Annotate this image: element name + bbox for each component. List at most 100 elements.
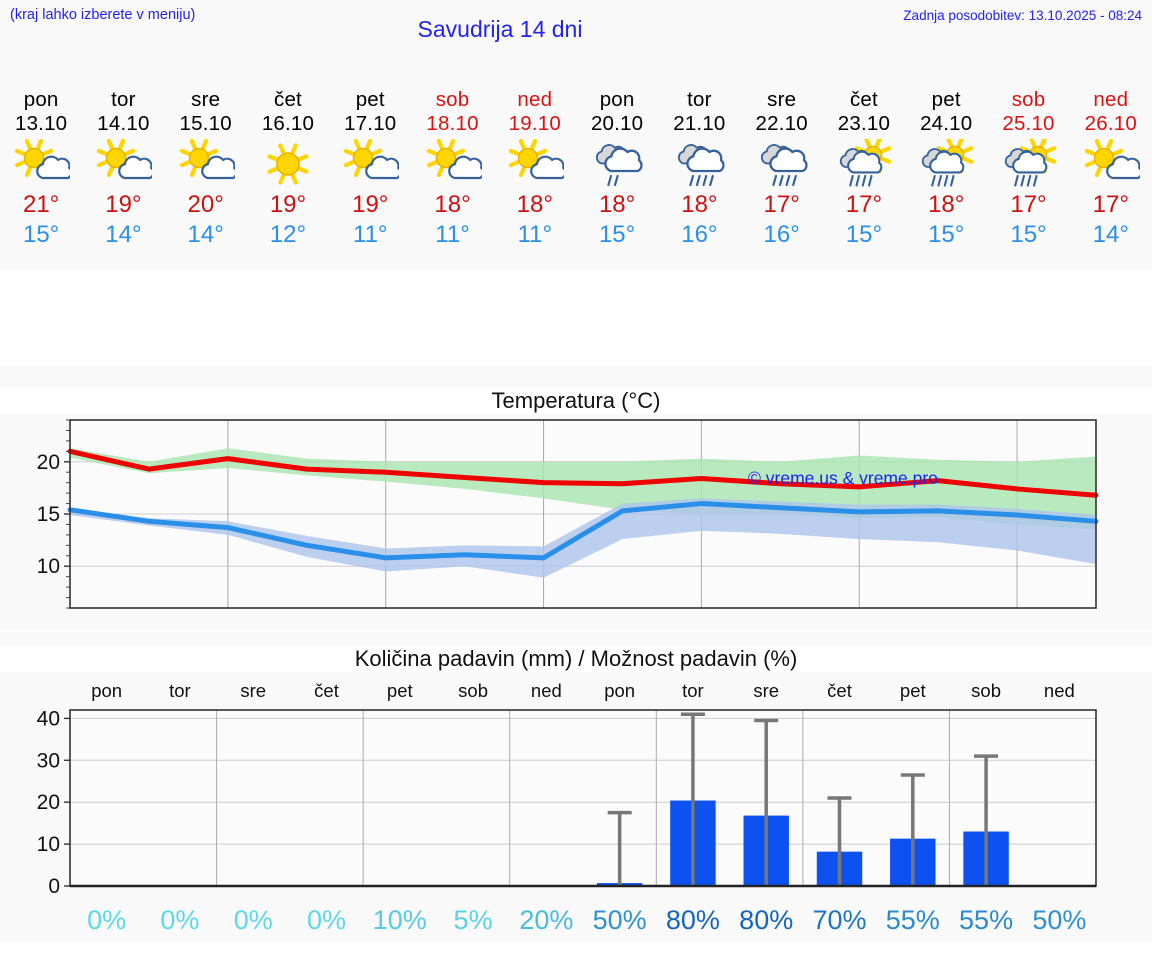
temperature-min-label: 15° bbox=[598, 221, 636, 248]
temperature-max-label: 18° bbox=[928, 191, 965, 218]
temperature-max-label: 17° bbox=[763, 191, 800, 218]
temperature-min-label: 11° bbox=[353, 221, 388, 248]
svg-text:30: 30 bbox=[37, 749, 60, 772]
forecast-day-column[interactable]: sre 15.10 20° 14° bbox=[165, 84, 247, 270]
cloud-rain-icon bbox=[753, 138, 811, 190]
day-of-week-label: sre bbox=[767, 88, 797, 111]
temperature-chart: 10 15 20 bbox=[37, 419, 1099, 609]
temperature-chart-title: Temperatura (°C) bbox=[0, 388, 1152, 414]
watermark-label: © vreme.us & vreme.pro bbox=[748, 468, 938, 488]
forecast-day-column[interactable]: pon 20.10 18° 15° bbox=[576, 84, 658, 270]
temperature-max-label: 18° bbox=[681, 191, 718, 218]
temperature-min-label: 14° bbox=[187, 221, 224, 248]
day-of-week-label: sre bbox=[191, 88, 221, 111]
sun-cloud-icon bbox=[506, 138, 564, 190]
day-of-week-label: sob bbox=[1011, 88, 1046, 111]
temperature-min-label: 15° bbox=[928, 221, 965, 248]
temperature-min-label: 15° bbox=[1010, 221, 1047, 248]
date-label: 17.10 bbox=[344, 112, 397, 135]
precipitation-probability-label: 55% bbox=[959, 904, 1014, 935]
temperature-min-label: 11° bbox=[517, 221, 553, 248]
precipitation-probability-label: 0% bbox=[160, 904, 200, 935]
svg-text:0: 0 bbox=[48, 875, 60, 898]
forecast-day-column[interactable]: čet 23.10 17° 15° bbox=[823, 84, 905, 270]
day-of-week-label: pet bbox=[931, 88, 961, 111]
svg-text:10: 10 bbox=[37, 833, 60, 856]
temperature-min-label: 14° bbox=[105, 221, 142, 248]
precipitation-chart: pon tor sre čet pet sob ned pon tor sre čet pet sob n… bbox=[37, 680, 1097, 898]
sun-cloud-icon bbox=[1082, 138, 1140, 190]
date-label: 14.10 bbox=[97, 112, 150, 135]
temperature-max-label: 18° bbox=[516, 191, 553, 218]
temperature-min-label: 11° bbox=[435, 221, 470, 248]
temperature-min-label: 14° bbox=[1092, 221, 1129, 248]
forecast-day-column[interactable]: ned 19.10 18° 11° bbox=[494, 84, 576, 270]
precipitation-day-label: pon bbox=[604, 680, 635, 701]
date-label: 13.10 bbox=[14, 112, 68, 135]
precipitation-day-label: sre bbox=[753, 680, 779, 701]
sun-cloud-rain-icon bbox=[1000, 138, 1058, 190]
precipitation-day-label: sob bbox=[971, 680, 1001, 701]
precipitation-probability-label: 55% bbox=[885, 904, 940, 935]
date-label: 20.10 bbox=[590, 112, 644, 135]
precipitation-day-label: čet bbox=[314, 680, 339, 701]
date-label: 22.10 bbox=[755, 112, 808, 135]
precipitation-probability-label: 5% bbox=[453, 904, 493, 935]
forecast-day-column[interactable]: tor 14.10 19° 14° bbox=[82, 84, 164, 270]
day-of-week-label: ned bbox=[1093, 88, 1129, 111]
temperature-max-label: 20° bbox=[187, 191, 224, 218]
date-label: 19.10 bbox=[508, 112, 561, 135]
day-of-week-label: pon bbox=[599, 88, 635, 111]
temperature-min-label: 15° bbox=[22, 221, 60, 248]
temperature-min-label: 12° bbox=[269, 221, 307, 248]
forecast-day-column[interactable]: pon 13.10 21° 15° bbox=[0, 84, 82, 270]
precipitation-probability-label: 50% bbox=[592, 904, 647, 935]
forecast-day-column[interactable]: čet 16.10 19° 12° bbox=[247, 84, 329, 270]
precipitation-day-label: sre bbox=[240, 680, 266, 701]
precipitation-probability-label: 70% bbox=[812, 904, 867, 935]
temperature-min-label: 15° bbox=[845, 221, 883, 248]
svg-text:20: 20 bbox=[37, 791, 60, 814]
temperature-max-label: 17° bbox=[1092, 191, 1129, 218]
precipitation-probability-row: 0% 0% 0% 0% 10% 5% 20% 50% 80% 80% 70% 55% 55% 50% bbox=[0, 898, 1152, 942]
sun-cloud-icon bbox=[94, 138, 153, 190]
day-of-week-label: čet bbox=[274, 88, 302, 111]
forecast-day-column[interactable]: sob 18.10 18° 11° bbox=[411, 84, 493, 270]
svg-text:10: 10 bbox=[37, 555, 60, 578]
daily-forecast-strip: pon 13.10 21° 15° tor 14.10 19° 14° sre 15.10 20° 1… bbox=[0, 84, 1152, 270]
day-of-week-label: sob bbox=[435, 88, 470, 111]
forecast-day-column[interactable]: pet 24.10 18° 15° bbox=[905, 84, 987, 270]
day-of-week-label: tor bbox=[111, 88, 136, 111]
precipitation-probability-label: 0% bbox=[87, 904, 127, 935]
temperature-max-label: 17° bbox=[1010, 191, 1047, 218]
sun-cloud-icon bbox=[12, 138, 71, 190]
forecast-day-column[interactable]: pet 17.10 19° 11° bbox=[329, 84, 411, 270]
forecast-day-column[interactable]: sob 25.10 17° 15° bbox=[987, 84, 1069, 270]
temperature-max-label: 19° bbox=[105, 191, 142, 218]
date-label: 21.10 bbox=[673, 112, 726, 135]
location-menu-note[interactable]: (kraj lahko izberete v meniju) bbox=[10, 7, 196, 23]
precipitation-chart-title: Količina padavin (mm) / Možnost padavin … bbox=[0, 646, 1152, 672]
last-updated-label: Zadnja posodobitev: 13.10.2025 - 08:24 bbox=[903, 8, 1142, 23]
sun-icon bbox=[259, 138, 317, 190]
precipitation-probability-label: 80% bbox=[665, 904, 720, 935]
svg-text:40: 40 bbox=[37, 707, 60, 730]
forecast-day-column[interactable]: sre 22.10 17° 16° bbox=[741, 84, 823, 270]
day-of-week-label: ned bbox=[517, 88, 553, 111]
precipitation-probability-label: 0% bbox=[306, 904, 346, 935]
temperature-max-label: 18° bbox=[434, 191, 471, 218]
precipitation-probability-label: 0% bbox=[233, 904, 273, 935]
page-header: (kraj lahko izberete v meniju) Savudrija… bbox=[0, 0, 1152, 84]
forecast-day-column[interactable]: ned 26.10 17° 14° bbox=[1070, 84, 1152, 270]
date-label: 16.10 bbox=[261, 112, 315, 135]
date-label: 18.10 bbox=[426, 112, 479, 135]
sun-cloud-icon bbox=[424, 138, 482, 190]
temperature-max-label: 18° bbox=[598, 191, 636, 218]
cloud-rain-icon bbox=[670, 138, 728, 190]
precipitation-day-label: ned bbox=[531, 680, 562, 701]
precipitation-day-label: tor bbox=[682, 680, 704, 701]
sun-cloud-icon bbox=[177, 138, 235, 190]
date-label: 26.10 bbox=[1084, 112, 1137, 135]
forecast-day-column[interactable]: tor 21.10 18° 16° bbox=[658, 84, 740, 270]
date-label: 25.10 bbox=[1002, 112, 1055, 135]
